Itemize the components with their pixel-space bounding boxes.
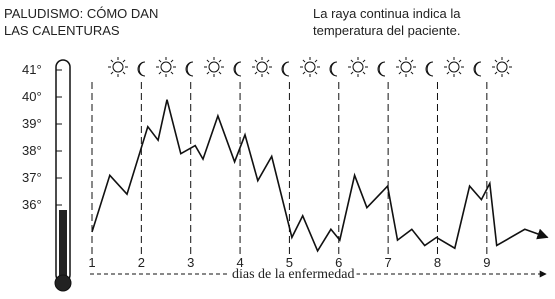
sun-ray xyxy=(123,60,125,62)
moon xyxy=(282,62,289,76)
sun-ray xyxy=(303,72,305,74)
sun-ray xyxy=(411,72,413,74)
moon xyxy=(186,62,193,76)
sun-ray xyxy=(399,60,401,62)
moon xyxy=(474,62,481,76)
sun-ray xyxy=(351,60,353,62)
sun xyxy=(497,62,507,72)
sun-ray xyxy=(207,60,209,62)
x-tick-label: 8 xyxy=(434,255,441,270)
moon xyxy=(426,62,433,76)
sun-ray xyxy=(507,60,509,62)
sun xyxy=(257,62,267,72)
sun-ray xyxy=(507,72,509,74)
title-line: LAS CALENTURAS xyxy=(4,23,120,38)
sun-ray xyxy=(171,72,173,74)
note-line: temperatura del paciente. xyxy=(313,23,460,38)
sun-ray xyxy=(219,60,221,62)
sun-ray xyxy=(267,72,269,74)
sun-ray xyxy=(495,60,497,62)
sun-ray xyxy=(255,72,257,74)
sun-ray xyxy=(123,72,125,74)
y-tick-label: 40° xyxy=(22,89,42,104)
sun-ray xyxy=(447,60,449,62)
y-tick-label: 36° xyxy=(22,197,42,212)
moon xyxy=(234,62,241,76)
sun-ray xyxy=(207,72,209,74)
temperature-line xyxy=(92,100,548,251)
sun-ray xyxy=(459,60,461,62)
sun-ray xyxy=(267,60,269,62)
thermometer xyxy=(55,60,71,291)
sun-ray xyxy=(111,72,113,74)
moon xyxy=(378,62,385,76)
sun-ray xyxy=(363,60,365,62)
sun-ray xyxy=(411,60,413,62)
sun xyxy=(113,62,123,72)
sun-ray xyxy=(159,72,161,74)
chart: PALUDISMO: CÓMO DAN LAS CALENTURAS La ra… xyxy=(0,0,555,299)
sun xyxy=(353,62,363,72)
moon xyxy=(138,62,145,76)
sun-ray xyxy=(255,60,257,62)
x-tick-label: 6 xyxy=(335,255,342,270)
sun-ray xyxy=(315,60,317,62)
sun xyxy=(449,62,459,72)
sun-ray xyxy=(171,60,173,62)
moon xyxy=(330,62,337,76)
x-tick-label: 9 xyxy=(483,255,490,270)
x-tick-label: 5 xyxy=(286,255,293,270)
sun-ray xyxy=(495,72,497,74)
x-tick-label: 7 xyxy=(385,255,392,270)
sun xyxy=(209,62,219,72)
x-tick-label: 2 xyxy=(138,255,145,270)
sun-ray xyxy=(459,72,461,74)
sun-ray xyxy=(219,72,221,74)
sun-ray xyxy=(315,72,317,74)
sun-ray xyxy=(351,72,353,74)
y-tick-label: 37° xyxy=(22,170,42,185)
title-line: PALUDISMO: CÓMO DAN xyxy=(4,6,158,21)
sun-ray xyxy=(303,60,305,62)
x-tick-label: 1 xyxy=(88,255,95,270)
sun-ray xyxy=(447,72,449,74)
sun-ray xyxy=(111,60,113,62)
y-tick-label: 38° xyxy=(22,143,42,158)
note-line: La raya continua indica la xyxy=(313,6,461,21)
sun-ray xyxy=(363,72,365,74)
sun-ray xyxy=(159,60,161,62)
y-tick-label: 41° xyxy=(22,62,42,77)
sun xyxy=(161,62,171,72)
sun xyxy=(305,62,315,72)
day-night-icons xyxy=(108,57,512,77)
sun-ray xyxy=(399,72,401,74)
x-tick-label: 3 xyxy=(187,255,194,270)
x-tick-label: 4 xyxy=(236,255,243,270)
sun xyxy=(401,62,411,72)
y-tick-label: 39° xyxy=(22,116,42,131)
